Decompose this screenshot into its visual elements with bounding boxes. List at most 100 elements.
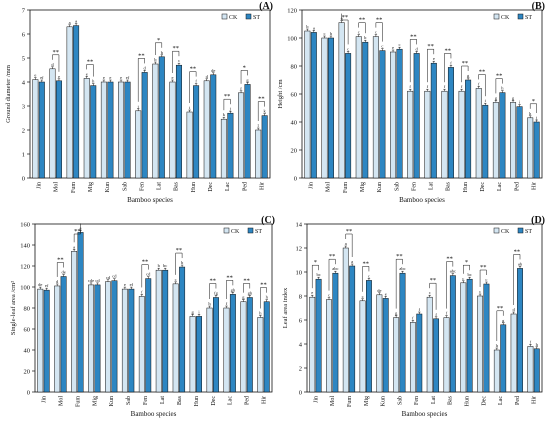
bar-st: [345, 53, 352, 179]
bar-ck: [135, 110, 142, 179]
y-tick-label: 120: [287, 8, 297, 15]
bar-st: [413, 53, 420, 179]
bar-ck: [393, 317, 400, 393]
bar-letter-label: e: [86, 71, 88, 76]
bar-letter-label: a: [345, 241, 347, 246]
x-tick-label: Lat: [429, 182, 435, 190]
bar-st: [466, 278, 473, 393]
bar-ck: [510, 102, 517, 179]
significance-marker: **: [479, 68, 486, 75]
plot-frame: [29, 9, 271, 179]
bar-letter-label: h: [536, 342, 539, 347]
bar-st: [433, 318, 440, 393]
y-tick-label: 0: [27, 390, 30, 397]
bar-ck: [220, 118, 227, 179]
significance-bracket: [243, 283, 251, 293]
bar-ck: [223, 307, 230, 393]
bar-letter-label: e: [58, 74, 60, 79]
panel-c: 0 20 40 60 80 100 120 140 160 Single-leaf area /c…: [10, 215, 275, 418]
significance-bracket: [529, 103, 537, 113]
bar-letter-label: f: [409, 84, 411, 89]
bar-letter-label: g: [467, 73, 470, 78]
y-tick-label: 20: [24, 369, 31, 376]
y-tick-label: 2: [299, 366, 302, 373]
bar-letter-label: c: [429, 290, 431, 295]
bar-letter-label: c: [175, 277, 177, 282]
bar-letter-label: i: [485, 98, 487, 103]
x-tick-label: Fen: [143, 396, 149, 405]
bar-st: [482, 104, 489, 179]
y-tick-label: 4: [22, 80, 26, 87]
bar-letter-label: c: [479, 289, 481, 294]
x-tick-label: Mol: [58, 396, 64, 406]
bar-ck: [477, 295, 483, 393]
significance-bracket: [495, 78, 503, 94]
x-tick-label: Mig: [88, 182, 94, 192]
bar-ck: [203, 80, 210, 179]
significance-bracket: [209, 283, 217, 299]
significance-bracket: [257, 101, 265, 121]
bar-letter-label: j: [535, 115, 537, 120]
significance-bracket: [345, 233, 353, 257]
significance-marker: **: [243, 278, 250, 285]
bar-letter-label: c: [323, 31, 325, 36]
bar-letter-label: h: [496, 343, 499, 348]
bar-letter-label: f: [419, 307, 421, 312]
bar-letter-label: h: [529, 111, 532, 116]
y-tick-label: 2: [22, 128, 25, 135]
bar-letter-label: e: [34, 73, 36, 78]
legend-swatch-ck: [223, 227, 230, 234]
y-tick-label: 14: [296, 222, 303, 229]
x-tick-label: Ped: [242, 182, 248, 191]
bar-ck: [372, 36, 379, 179]
x-tick-label: Jin: [309, 182, 315, 189]
y-tick-label: 8: [299, 294, 302, 301]
bar-ck: [492, 102, 499, 179]
bar-ck: [100, 81, 107, 179]
bar-letter-label: de: [61, 270, 65, 275]
y-tick-label: 80: [24, 306, 31, 313]
x-tick-label: Fum: [343, 182, 349, 193]
bar-ck: [527, 346, 534, 393]
x-tick-label: Hir: [531, 182, 537, 190]
bar-letter-label: j: [137, 104, 139, 109]
bar-ck: [390, 51, 397, 179]
panel-a: 0 1 2 3 4 5 6 7 Ground diameter /mm Bamboo specie…: [5, 1, 273, 204]
significance-bracket: [409, 39, 417, 83]
x-tick-label: Hir: [259, 182, 265, 190]
bar-ck: [326, 299, 332, 393]
bar-ck: [172, 283, 179, 393]
bar-ck: [426, 296, 433, 393]
x-tick-label: Fen: [411, 182, 417, 191]
bar-st: [55, 80, 62, 179]
x-tick-label: Dec: [211, 396, 217, 406]
legend-swatch-st: [517, 13, 524, 20]
significance-marker: **: [138, 52, 145, 59]
significance-marker: **: [446, 256, 453, 263]
significance-bracket: [479, 269, 487, 287]
bar-st: [38, 81, 45, 179]
plot-frame: [301, 9, 543, 179]
bar-st: [196, 316, 202, 393]
y-tick-label: 0: [294, 176, 297, 183]
bar-letter-label: b: [364, 35, 367, 40]
significance-marker: *: [532, 98, 535, 105]
bar-letter-label: g: [495, 95, 498, 100]
bar-letter-label: cd: [146, 272, 151, 277]
bar-st: [90, 85, 97, 179]
significance-marker: **: [258, 96, 265, 103]
bar-ck: [238, 92, 245, 179]
y-axis-label: Height /cm: [277, 79, 284, 108]
bar-st: [162, 269, 169, 393]
x-tick-label: Jin: [41, 396, 47, 403]
bar-st: [227, 112, 234, 179]
x-tick-label: Fen: [139, 182, 145, 191]
bar-st: [175, 64, 182, 179]
y-tick-label: 0: [22, 176, 25, 183]
bar-letter-label: h: [92, 79, 95, 84]
significance-marker: **: [427, 43, 434, 50]
x-tick-label: Hun: [463, 182, 469, 192]
bar-letter-label: c: [399, 42, 401, 47]
panel-label: (A): [259, 1, 273, 12]
